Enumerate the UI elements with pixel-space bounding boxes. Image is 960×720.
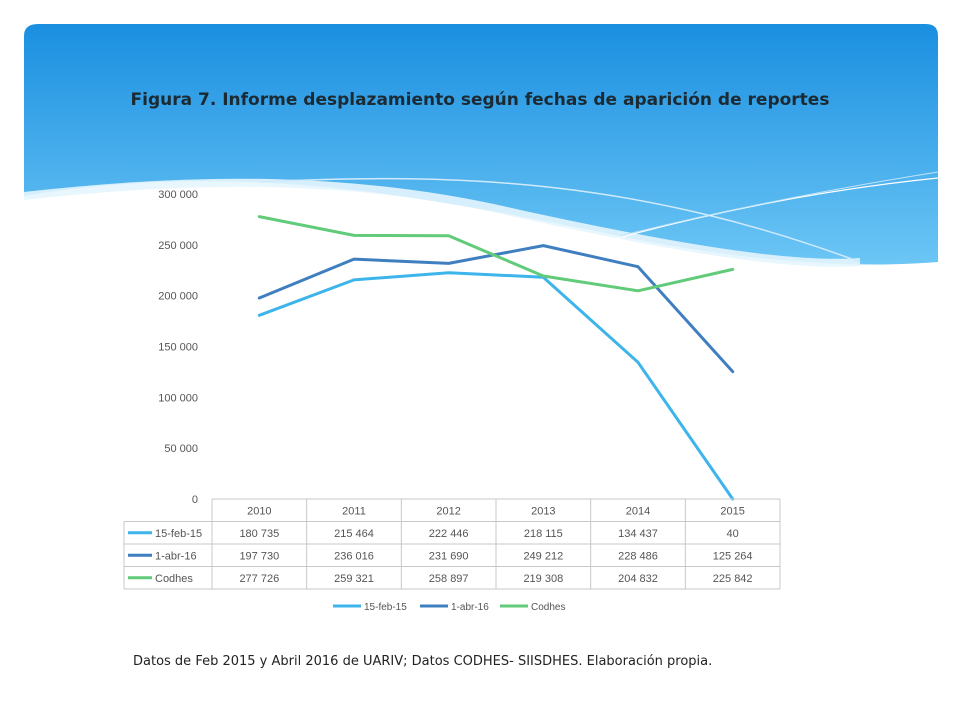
x-category-label: 2014 xyxy=(626,505,650,517)
x-category-label: 2012 xyxy=(436,505,460,517)
data-label: 40 xyxy=(727,528,739,540)
table-series-name: 15-feb-15 xyxy=(155,528,202,540)
data-label: 277 726 xyxy=(239,573,279,585)
data-label: 134 437 xyxy=(618,528,658,540)
y-tick-label: 250 000 xyxy=(158,240,198,252)
y-tick-label: 50 000 xyxy=(164,443,198,455)
data-label: 125 264 xyxy=(713,550,753,562)
data-label: 218 115 xyxy=(524,528,563,540)
y-tick-label: 0 xyxy=(192,494,198,506)
series-line-0 xyxy=(257,271,735,501)
data-label: 215 464 xyxy=(334,528,374,540)
data-label: 225 842 xyxy=(713,573,753,585)
chart-title: Figura 7. Informe desplazamiento según f… xyxy=(130,90,830,110)
y-tick-label: 200 000 xyxy=(158,291,198,303)
x-category-label: 2011 xyxy=(342,505,366,517)
data-label: 228 486 xyxy=(618,550,658,562)
data-label: 222 446 xyxy=(429,528,469,540)
source-note: Datos de Feb 2015 y Abril 2016 de UARIV;… xyxy=(133,654,713,669)
y-tick-label: 150 000 xyxy=(158,342,198,354)
x-category-label: 2015 xyxy=(720,505,744,517)
data-label: 249 212 xyxy=(523,550,563,562)
legend-label: 15-feb-15 xyxy=(364,602,407,613)
line-chart: 0 50 000 100 000 150 000 200 000 250 000 300 0… xyxy=(123,189,781,613)
legend-label: Codhes xyxy=(531,602,565,613)
data-label: 231 690 xyxy=(429,550,469,562)
x-category-label: 2010 xyxy=(247,505,271,517)
y-tick-label: 100 000 xyxy=(158,392,198,404)
data-label: 204 832 xyxy=(618,573,658,585)
data-label: 219 308 xyxy=(523,573,563,585)
series-line-2 xyxy=(257,215,735,293)
data-label: 180 735 xyxy=(239,528,279,540)
x-category-label: 2013 xyxy=(531,505,555,517)
series-line-1 xyxy=(257,244,735,374)
data-label: 197 730 xyxy=(239,550,279,562)
header-banner xyxy=(23,24,939,267)
data-label: 236 016 xyxy=(334,550,374,562)
table-series-name: Codhes xyxy=(155,573,193,585)
table-series-name: 1-abr-16 xyxy=(155,550,197,562)
data-label: 258 897 xyxy=(429,573,469,585)
y-tick-label: 300 000 xyxy=(158,189,198,201)
legend-label: 1-abr-16 xyxy=(451,602,489,613)
data-label: 259 321 xyxy=(334,573,374,585)
